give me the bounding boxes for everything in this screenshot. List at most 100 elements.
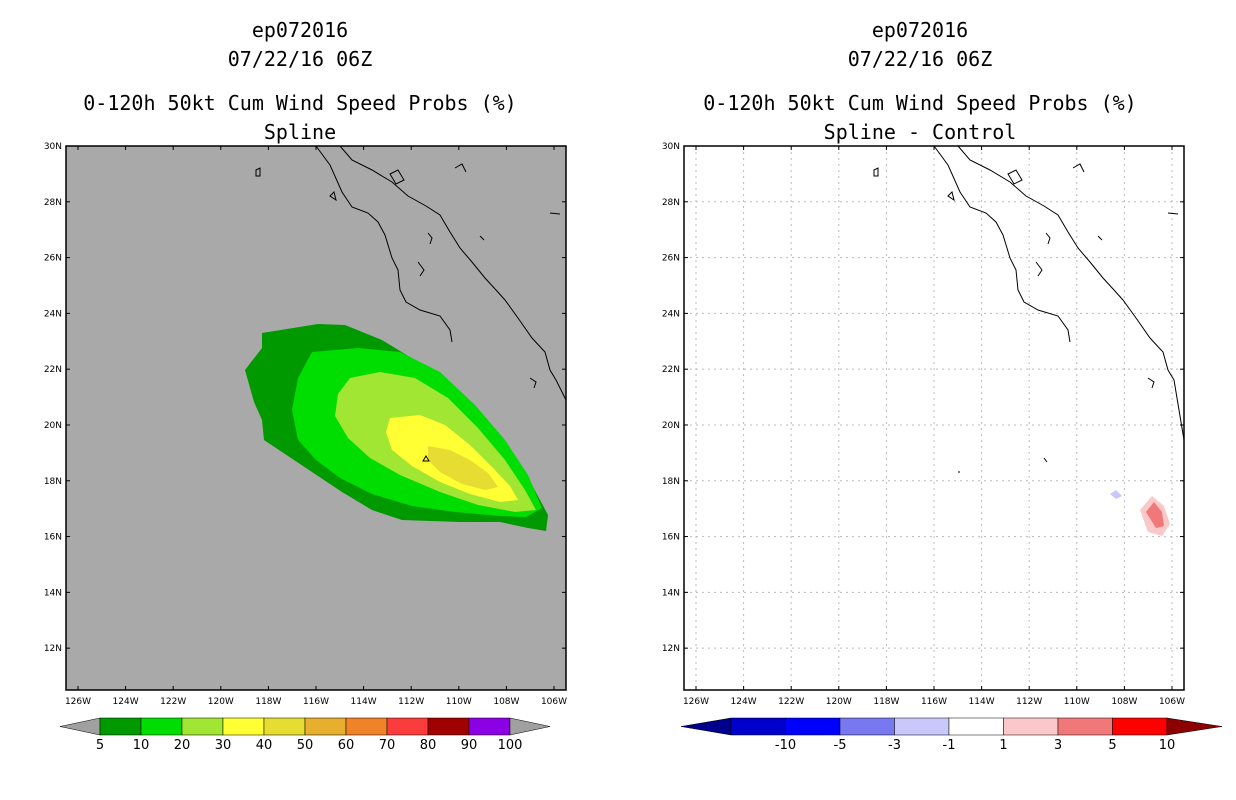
lon-label: 106W	[541, 697, 567, 707]
colorbar-swatch	[1003, 717, 1059, 736]
lon-label: 126W	[65, 697, 91, 707]
right-method: Spline - Control	[823, 120, 1017, 144]
lat-label: 24N	[662, 309, 680, 319]
lon-label: 124W	[731, 697, 757, 707]
diff-contour-red	[1146, 502, 1164, 528]
left-axis-ticks: 30N 28N 26N 24N 22N 20N 18N 16N 14N 12N 126W 124W 12…	[44, 142, 567, 707]
lat-label: 30N	[662, 142, 680, 152]
lon-label: 122W	[778, 697, 804, 707]
colorbar-swatch	[839, 717, 895, 736]
lon-label: 114W	[969, 697, 995, 707]
colorbar-label: 30	[215, 738, 232, 753]
colorbar-swatch	[1112, 717, 1168, 736]
right-datetime: 07/22/16 06Z	[847, 47, 993, 71]
lat-label: 26N	[662, 254, 680, 264]
colorbar-label: 10	[1159, 738, 1176, 753]
left-datetime: 07/22/16 06Z	[227, 47, 373, 71]
colorbar-left-arrow	[680, 717, 732, 736]
colorbar-label: 40	[256, 738, 273, 753]
colorbar-label: 80	[420, 738, 437, 753]
lat-label: 18N	[44, 477, 62, 487]
colorbar-label: 100	[498, 738, 523, 753]
right-axis-ticks: 30N 28N 26N 24N 22N 20N 18N 16N 14N 12N 126W 124W 12…	[662, 142, 1185, 707]
colorbar-swatch	[222, 717, 265, 736]
colorbar-swatch	[304, 717, 347, 736]
lon-label: 108W	[1111, 697, 1137, 707]
lon-label: 110W	[1064, 697, 1090, 707]
lat-label: 18N	[662, 477, 680, 487]
lat-label: 28N	[44, 198, 62, 208]
left-product: 0-120h 50kt Cum Wind Speed Probs (%)	[83, 91, 517, 115]
right-gridlines	[684, 145, 1184, 690]
diff-contour-blue	[1110, 490, 1122, 499]
colorbar-label: 70	[379, 738, 396, 753]
lon-label: 120W	[208, 697, 234, 707]
lon-label: 116W	[303, 697, 329, 707]
lat-label: 20N	[662, 421, 680, 431]
right-colorbar: -10 -5 -3 -1 1 3 5 10	[680, 717, 1223, 753]
storm-position-marker	[422, 455, 430, 462]
left-colorbar: 5 10 20 30 40 50 60 70 80 90 100	[59, 717, 551, 753]
lon-label: 122W	[160, 697, 186, 707]
lat-label: 12N	[44, 644, 62, 654]
lon-label: 112W	[398, 697, 424, 707]
colorbar-swatch	[427, 717, 470, 736]
left-storm-id: ep072016	[251, 18, 349, 42]
lon-label: 114W	[351, 697, 377, 707]
right-storm-id: ep072016	[871, 18, 969, 42]
colorbar-swatch	[99, 717, 142, 736]
colorbar-label: -1	[943, 738, 956, 753]
colorbar-swatch	[948, 717, 1004, 736]
right-map: 30N 28N 26N 24N 22N 20N 18N 16N 14N 12N 126W 124W 12…	[662, 142, 1185, 707]
left-coastline	[255, 145, 567, 401]
colorbar-label: 60	[338, 738, 355, 753]
colorbar-swatch	[894, 717, 950, 736]
colorbar-swatch	[263, 717, 306, 736]
lat-label: 30N	[44, 142, 62, 152]
lat-label: 14N	[662, 588, 680, 598]
colorbar-label: 5	[1108, 738, 1116, 753]
colorbar-right-arrow	[509, 717, 551, 736]
colorbar-left-arrow	[59, 717, 101, 736]
colorbar-label: 90	[461, 738, 478, 753]
lat-label: 24N	[44, 309, 62, 319]
colorbar-swatch	[730, 717, 786, 736]
right-product: 0-120h 50kt Cum Wind Speed Probs (%)	[703, 91, 1137, 115]
lon-label: 126W	[683, 697, 709, 707]
lon-label: 106W	[1159, 697, 1185, 707]
lat-label: 22N	[662, 365, 680, 375]
right-coastline	[873, 145, 1185, 473]
left-map: 30N 28N 26N 24N 22N 20N 18N 16N 14N 12N 126W 124W 12…	[44, 142, 567, 707]
lat-label: 12N	[662, 644, 680, 654]
colorbar-swatch	[1057, 717, 1113, 736]
lon-label: 110W	[446, 697, 472, 707]
colorbar-label: 10	[133, 738, 150, 753]
colorbar-swatch	[345, 717, 388, 736]
colorbar-swatch	[468, 717, 511, 736]
colorbar-label: -5	[834, 738, 847, 753]
left-method: Spline	[263, 120, 337, 144]
colorbar-swatch	[386, 717, 429, 736]
colorbar-swatch	[785, 717, 841, 736]
left-panel-title: ep072016 07/22/16 06Z 0-120h 50kt Cum Wi…	[20, 16, 580, 147]
lat-label: 16N	[662, 533, 680, 543]
lon-label: 120W	[826, 697, 852, 707]
colorbar-swatch	[140, 717, 183, 736]
lon-label: 124W	[113, 697, 139, 707]
lat-label: 28N	[662, 198, 680, 208]
lat-label: 20N	[44, 421, 62, 431]
lon-label: 118W	[255, 697, 281, 707]
lat-label: 26N	[44, 254, 62, 264]
colorbar-swatch	[181, 717, 224, 736]
colorbar-label: 3	[1054, 738, 1062, 753]
lon-label: 112W	[1016, 697, 1042, 707]
prob-contour-40	[428, 446, 498, 490]
lat-label: 16N	[44, 533, 62, 543]
right-panel-title: ep072016 07/22/16 06Z 0-120h 50kt Cum Wi…	[640, 16, 1200, 147]
lat-label: 22N	[44, 365, 62, 375]
colorbar-label: -3	[888, 738, 901, 753]
colorbar-label: -10	[775, 738, 796, 753]
colorbar-right-arrow	[1166, 717, 1223, 736]
lat-label: 14N	[44, 588, 62, 598]
